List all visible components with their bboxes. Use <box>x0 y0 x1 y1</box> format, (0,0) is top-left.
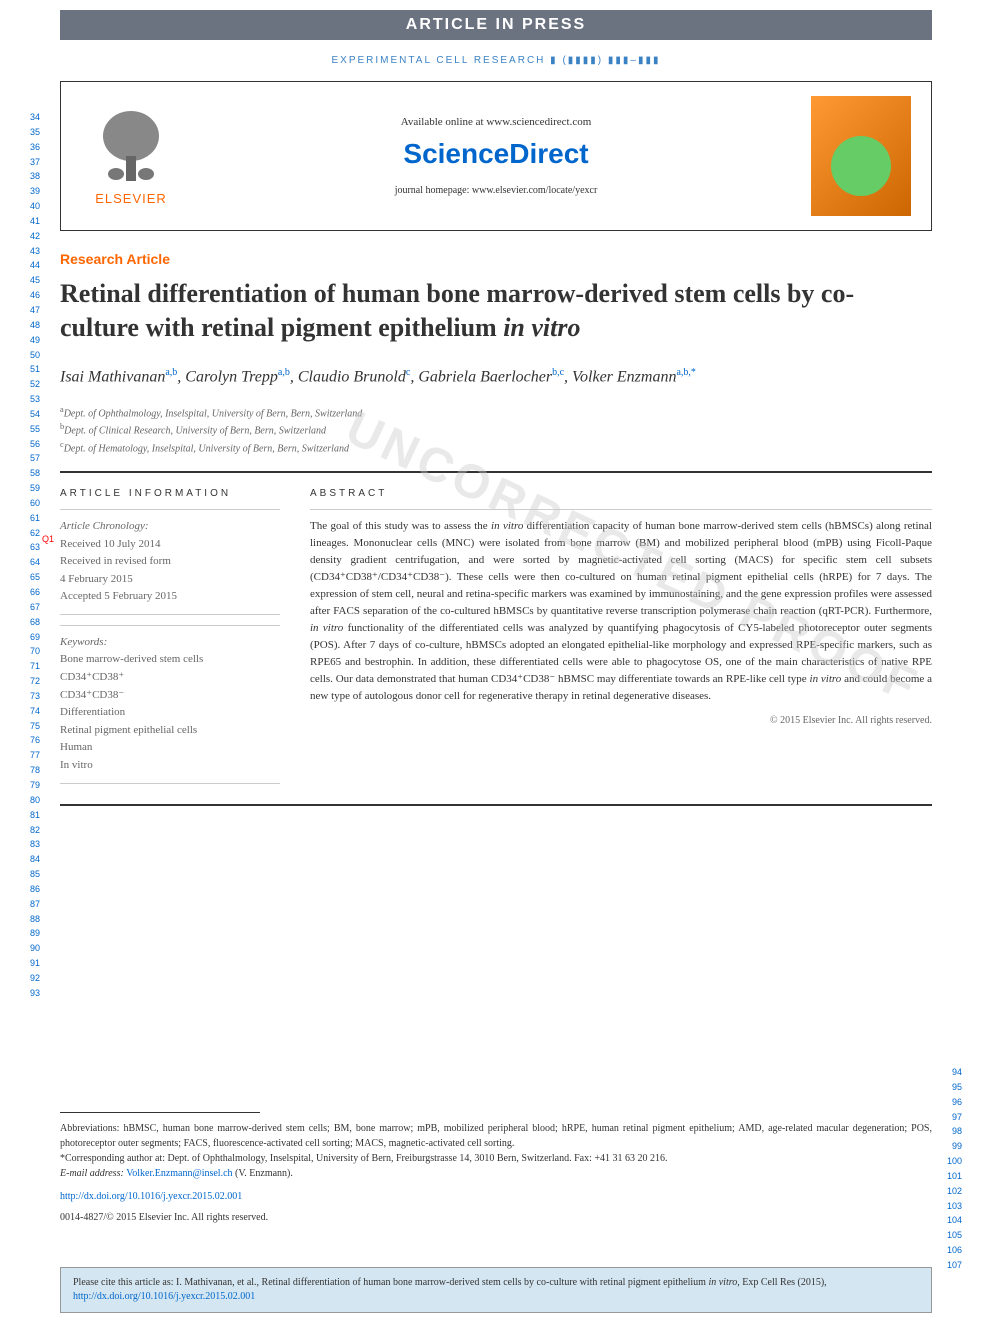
elsevier-tree-icon <box>96 106 166 186</box>
keyword-item: CD34⁺CD38⁻ <box>60 687 280 705</box>
article-info-heading: ARTICLE INFORMATION <box>60 488 280 499</box>
doi-link[interactable]: http://dx.doi.org/10.1016/j.yexcr.2015.0… <box>60 1191 242 1202</box>
title-italic: in vitro <box>503 313 580 342</box>
abbreviations-text: Abbreviations: hBMSC, human bone marrow-… <box>60 1121 932 1151</box>
journal-reference: EXPERIMENTAL CELL RESEARCH ▮ (▮▮▮▮) ▮▮▮–… <box>0 55 992 66</box>
email-line: E-mail address: Volker.Enzmann@insel.ch … <box>60 1166 932 1181</box>
footer-section: Abbreviations: hBMSC, human bone marrow-… <box>60 1112 932 1223</box>
line-numbers-left: 3435363738394041424344454647484950515253… <box>30 110 40 1001</box>
journal-cover-thumbnail <box>811 96 911 216</box>
journal-homepage-link[interactable]: journal homepage: www.elsevier.com/locat… <box>181 185 811 196</box>
cite-text: Please cite this article as: I. Mathivan… <box>73 1277 827 1288</box>
revised-label: Received in revised form <box>60 553 280 571</box>
doi-line: http://dx.doi.org/10.1016/j.yexcr.2015.0… <box>60 1191 932 1202</box>
keyword-item: CD34⁺CD38⁺ <box>60 669 280 687</box>
sciencedirect-logo[interactable]: ScienceDirect <box>181 138 811 170</box>
keyword-item: Human <box>60 739 280 757</box>
available-online-text: Available online at www.sciencedirect.co… <box>181 116 811 128</box>
chronology-block: Article Chronology: Received 10 July 201… <box>60 509 280 615</box>
corresponding-author-text: *Corresponding author at: Dept. of Ophth… <box>60 1151 932 1166</box>
footer-divider <box>60 1112 260 1113</box>
email-label: E-mail address: <box>60 1168 126 1179</box>
cite-doi-link[interactable]: http://dx.doi.org/10.1016/j.yexcr.2015.0… <box>73 1291 255 1302</box>
chronology-label: Article Chronology: <box>60 518 280 536</box>
keywords-block: Keywords: Bone marrow-derived stem cells… <box>60 625 280 784</box>
q1-marker: Q1 <box>42 534 54 544</box>
received-date: Received 10 July 2014 <box>60 536 280 554</box>
elsevier-label: ELSEVIER <box>95 191 167 206</box>
title-main: Retinal differentiation of human bone ma… <box>60 279 854 342</box>
line-numbers-right: 949596979899100101102103104105106107 <box>947 1065 962 1273</box>
revised-date: 4 February 2015 <box>60 571 280 589</box>
elsevier-logo: ELSEVIER <box>81 96 181 216</box>
article-title: Retinal differentiation of human bone ma… <box>60 277 932 345</box>
abstract-heading: ABSTRACT <box>310 488 932 499</box>
keyword-item: In vitro <box>60 757 280 775</box>
accepted-date: Accepted 5 February 2015 <box>60 588 280 606</box>
article-type-label: Research Article <box>60 251 932 267</box>
email-suffix: (V. Enzmann). <box>233 1168 293 1179</box>
author-list: Isai Mathivanana,b, Carolyn Treppa,b, Cl… <box>60 365 932 389</box>
keyword-item: Differentiation <box>60 704 280 722</box>
keywords-label: Keywords: <box>60 634 280 652</box>
keyword-item: Retinal pigment epithelial cells <box>60 722 280 740</box>
abstract-copyright: © 2015 Elsevier Inc. All rights reserved… <box>310 715 932 726</box>
journal-header-box: ELSEVIER Available online at www.science… <box>60 81 932 231</box>
article-in-press-banner: ARTICLE IN PRESS <box>60 10 932 40</box>
citation-box: Please cite this article as: I. Mathivan… <box>60 1267 932 1313</box>
divider-thick-bottom <box>60 804 932 806</box>
email-link[interactable]: Volker.Enzmann@insel.ch <box>126 1168 232 1179</box>
divider-thick <box>60 471 932 473</box>
issn-line: 0014-4827/© 2015 Elsevier Inc. All right… <box>60 1212 932 1223</box>
abstract-text: The goal of this study was to assess the… <box>310 509 932 706</box>
affiliations-list: aDept. of Ophthalmology, Inselspital, Un… <box>60 404 932 456</box>
keyword-item: Bone marrow-derived stem cells <box>60 651 280 669</box>
